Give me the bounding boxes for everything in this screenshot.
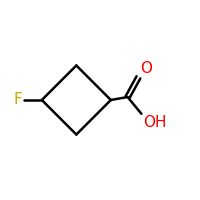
Text: OH: OH <box>143 115 166 130</box>
Text: F: F <box>13 92 22 108</box>
Text: O: O <box>140 61 152 76</box>
